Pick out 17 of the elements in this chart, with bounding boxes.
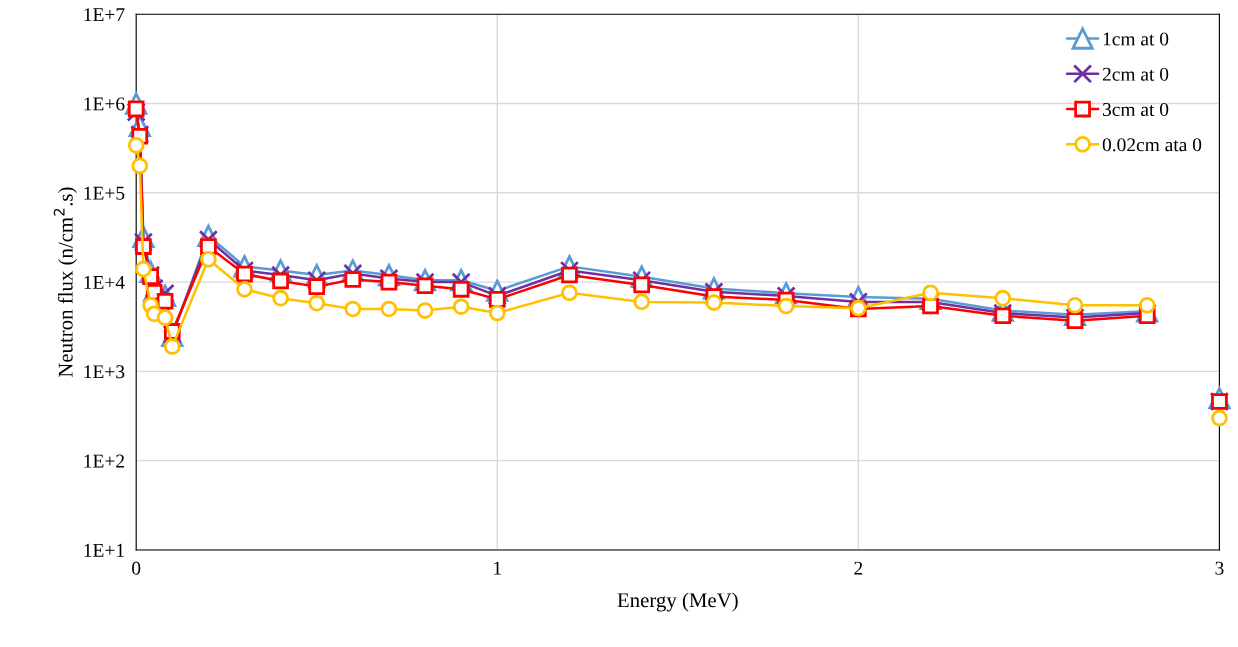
y-tick-label: 1E+3 <box>84 365 125 379</box>
legend-label: 3cm at 0 <box>1102 102 1169 117</box>
y-tick-label: 1E+1 <box>84 543 124 557</box>
y-tick-label: 1E+6 <box>84 97 125 111</box>
x-tick-label: 3 <box>1215 561 1224 575</box>
legend-label: 0.02cm ata 0 <box>1102 138 1202 152</box>
y-tick-label: 1E+7 <box>84 8 125 21</box>
y-tick-label: 1E+2 <box>84 454 124 468</box>
legend-label: 1cm at 0 <box>1103 32 1169 46</box>
y-tick-label: 1E+5 <box>84 186 125 200</box>
x-axis-title: Energy (MeV) <box>617 592 738 612</box>
y-tick-label: 1E+4 <box>84 276 125 289</box>
y-axis-title: Neutron flux (n/cm$^{2}$.s) <box>53 187 77 378</box>
x-tick-label: 2 <box>854 561 863 575</box>
x-tick-label: 0 <box>132 561 141 575</box>
x-tick-label: 1 <box>494 561 501 575</box>
legend-label: 2cm at 0 <box>1102 67 1169 81</box>
